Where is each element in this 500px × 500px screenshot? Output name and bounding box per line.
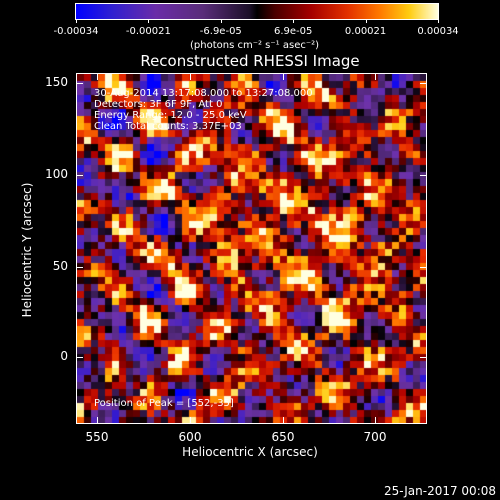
y-tick-mark <box>77 357 83 358</box>
x-tick-mark <box>190 74 191 80</box>
x-axis-title: Heliocentric X (arcsec) <box>182 445 318 459</box>
x-tick-label: 600 <box>178 430 202 444</box>
x-tick-mark <box>97 74 98 80</box>
y-tick-mark <box>420 267 426 268</box>
y-tick-label: 0 <box>60 349 68 363</box>
colorbar-tick-label: 0.00021 <box>344 26 387 37</box>
image-title: Reconstructed RHESSI Image <box>140 52 360 70</box>
y-axis-title: Heliocentric Y (arcsec) <box>20 182 34 318</box>
x-tick-label: 700 <box>363 430 387 444</box>
y-tick-mark <box>77 267 83 268</box>
annotation-peak-position: Position of Peak = [552,-35] <box>94 398 234 409</box>
colorbar <box>75 3 439 20</box>
x-tick-mark <box>375 74 376 80</box>
y-tick-mark <box>420 175 426 176</box>
x-tick-label: 650 <box>271 430 295 444</box>
y-tick-label: 50 <box>52 259 68 273</box>
annotation-total-counts: Clean Total counts: 3.37E+03 <box>94 121 242 132</box>
x-tick-mark <box>97 417 98 423</box>
y-tick-mark <box>77 83 83 84</box>
colorbar-tick-mark <box>438 19 439 23</box>
colorbar-tick-mark <box>293 19 295 23</box>
colorbar-tick-mark <box>148 19 150 23</box>
annotation-detectors: Detectors: 3F 6F 9F, Att 0 <box>94 99 223 110</box>
image-plot: 30-Aug-2014 13:17:08.000 to 13:27:08.000… <box>76 73 427 424</box>
x-tick-mark <box>283 417 284 423</box>
plot-datestamp: 25-Jan-2017 00:08 <box>383 484 496 498</box>
x-tick-mark <box>375 417 376 423</box>
colorbar-tick-label: -0.00021 <box>125 26 171 37</box>
colorbar-tick-label: 0.00034 <box>417 26 459 37</box>
y-tick-mark <box>77 175 83 176</box>
colorbar-tick-mark <box>365 19 367 23</box>
x-tick-label: 550 <box>85 430 109 444</box>
annotation-energy-range: Energy Range: 12.0 - 25.0 keV <box>94 110 247 121</box>
x-tick-mark <box>283 74 284 80</box>
colorbar-units: (photons cm⁻² s⁻¹ asec⁻²) <box>190 40 320 51</box>
annotation-time-range: 30-Aug-2014 13:17:08.000 to 13:27:08.000 <box>94 88 313 99</box>
rhessi-image-map <box>77 74 426 423</box>
colorbar-tick-label: -6.9e-05 <box>199 26 242 37</box>
y-tick-mark <box>420 83 426 84</box>
colorbar-tick-label: -0.00034 <box>53 26 99 37</box>
y-tick-label: 100 <box>45 167 68 181</box>
y-tick-mark <box>420 357 426 358</box>
colorbar-tick-label: 6.9e-05 <box>273 26 313 37</box>
colorbar-tick-mark <box>76 19 77 23</box>
y-tick-label: 150 <box>45 75 68 89</box>
x-tick-mark <box>190 417 191 423</box>
colorbar-tick-mark <box>220 19 222 23</box>
